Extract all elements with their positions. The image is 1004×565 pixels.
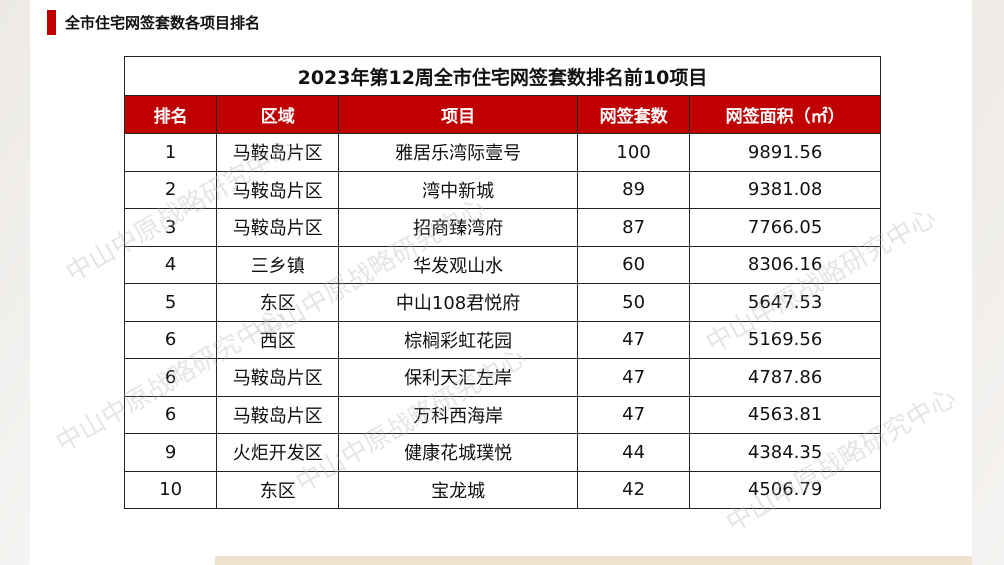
table-cell: 60: [577, 245, 691, 284]
table-row: 6 马鞍岛片区 万科西海岸 47 4563.81: [123, 395, 881, 434]
header-row: 排名 区域 项目 网签套数 网签面积（㎡）: [123, 95, 881, 134]
ranking-table: 2023年第12周全市住宅网签套数排名前10项目 排名 区域 项目 网签套数 网签面积（…: [123, 56, 881, 509]
table-cell: 西区: [216, 320, 340, 359]
table-cell: 87: [577, 208, 691, 247]
table-cell: 5169.56: [689, 320, 881, 359]
table-cell: 马鞍岛片区: [216, 358, 340, 397]
table-row: 1 马鞍岛片区 雅居乐湾际壹号 100 9891.56: [123, 133, 881, 172]
table-title: 2023年第12周全市住宅网签套数排名前10项目: [124, 56, 881, 96]
table-cell: 马鞍岛片区: [216, 208, 340, 247]
table-cell: 华发观山水: [338, 245, 579, 284]
table-cell: 东区: [216, 283, 340, 322]
table-cell: 马鞍岛片区: [216, 133, 340, 172]
table-cell: 万科西海岸: [338, 395, 579, 434]
table-cell: 47: [577, 358, 691, 397]
table-row: 3 马鞍岛片区 招商臻湾府 87 7766.05: [123, 208, 881, 247]
table-cell: 3: [123, 208, 218, 247]
table-cell: 6: [123, 358, 218, 397]
table-cell: 保利天汇左岸: [338, 358, 579, 397]
table-row: 9 火炬开发区 健康花城璞悦 44 4384.35: [123, 433, 881, 472]
table-cell: 9891.56: [689, 133, 881, 172]
table-cell: 9: [123, 433, 218, 472]
table-cell: 44: [577, 433, 691, 472]
table-cell: 火炬开发区: [216, 433, 340, 472]
table-cell: 4506.79: [689, 470, 881, 509]
header-title: 全市住宅网签套数各项目排名: [65, 14, 261, 32]
table-row: 6 西区 棕榈彩虹花园 47 5169.56: [123, 320, 881, 359]
column-header: 网签面积（㎡）: [689, 95, 881, 134]
table-cell: 10: [123, 470, 218, 509]
table-cell: 6: [123, 395, 218, 434]
table-cell: 4563.81: [689, 395, 881, 434]
footer-strip: [215, 556, 972, 565]
column-header: 排名: [123, 95, 218, 134]
table-cell: 100: [577, 133, 691, 172]
table-row: 2 马鞍岛片区 湾中新城 89 9381.08: [123, 170, 881, 209]
column-header: 网签套数: [577, 95, 691, 134]
table-cell: 9381.08: [689, 170, 881, 209]
table-cell: 4: [123, 245, 218, 284]
table-cell: 47: [577, 320, 691, 359]
table-cell: 4384.35: [689, 433, 881, 472]
table-cell: 健康花城璞悦: [338, 433, 579, 472]
table-cell: 棕榈彩虹花园: [338, 320, 579, 359]
table-cell: 三乡镇: [216, 245, 340, 284]
table-cell: 47: [577, 395, 691, 434]
table-row: 10 东区 宝龙城 42 4506.79: [123, 470, 881, 509]
table-row: 4 三乡镇 华发观山水 60 8306.16: [123, 245, 881, 284]
column-header: 区域: [216, 95, 340, 134]
table-cell: 8306.16: [689, 245, 881, 284]
table-cell: 东区: [216, 470, 340, 509]
table-cell: 马鞍岛片区: [216, 395, 340, 434]
table-cell: 宝龙城: [338, 470, 579, 509]
table-cell: 2: [123, 170, 218, 209]
table-cell: 5647.53: [689, 283, 881, 322]
table-row: 5 东区 中山108君悦府 50 5647.53: [123, 283, 881, 322]
column-header: 项目: [338, 95, 579, 134]
table-cell: 4787.86: [689, 358, 881, 397]
table-cell: 5: [123, 283, 218, 322]
table-cell: 雅居乐湾际壹号: [338, 133, 579, 172]
table-cell: 50: [577, 283, 691, 322]
table-cell: 中山108君悦府: [338, 283, 579, 322]
table-cell: 招商臻湾府: [338, 208, 579, 247]
title-marker: [47, 10, 56, 35]
table-cell: 7766.05: [689, 208, 881, 247]
table-cell: 马鞍岛片区: [216, 170, 340, 209]
table-cell: 89: [577, 170, 691, 209]
table-cell: 1: [123, 133, 218, 172]
table-cell: 湾中新城: [338, 170, 579, 209]
table-row: 6 马鞍岛片区 保利天汇左岸 47 4787.86: [123, 358, 881, 397]
table-cell: 6: [123, 320, 218, 359]
table-cell: 42: [577, 470, 691, 509]
